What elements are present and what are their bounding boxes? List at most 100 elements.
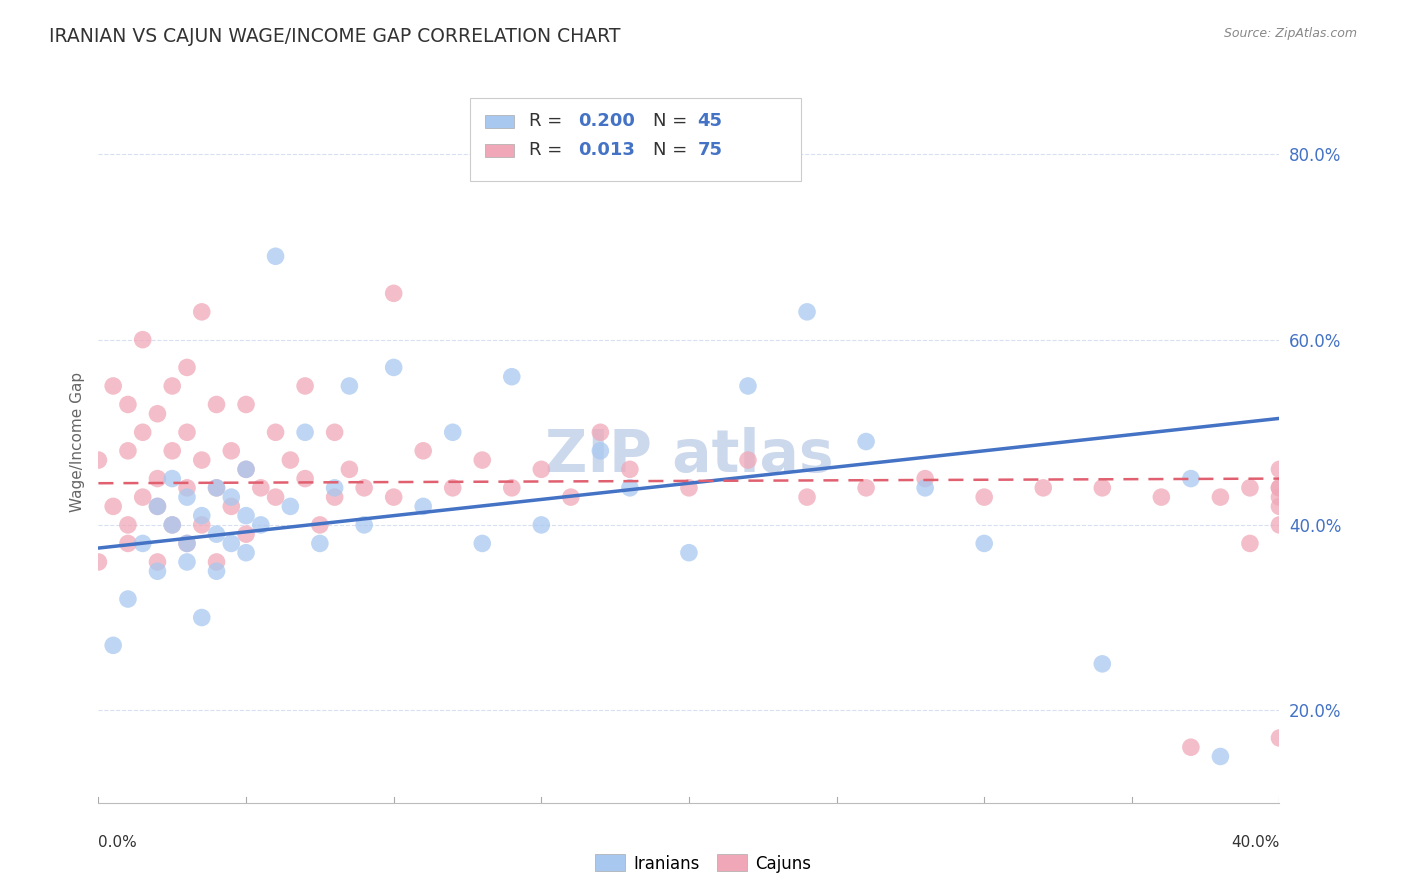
Point [221,443,243,458]
Point [589,443,612,458]
Point [382,490,405,504]
Point [501,481,523,495]
Point [132,490,155,504]
Point [1150,490,1173,504]
Point [855,481,877,495]
Point [117,443,139,458]
Text: R =: R = [529,141,568,160]
Point [1268,731,1291,745]
Point [737,379,759,393]
Point [382,286,405,301]
Point [1268,490,1291,504]
Point [441,481,464,495]
Point [191,508,214,523]
Point [560,490,582,504]
Point [176,536,198,550]
Point [1268,481,1291,495]
Point [1268,517,1291,532]
Point [309,536,332,550]
Point [1268,481,1291,495]
Point [235,508,257,523]
Point [205,397,228,411]
Point [176,536,198,550]
Point [339,462,361,476]
Point [221,500,243,514]
Point [235,546,257,560]
Point [973,490,995,504]
Y-axis label: Wage/Income Gap: Wage/Income Gap [69,371,84,512]
Point [264,490,287,504]
Point [250,481,273,495]
Point [280,500,302,514]
Point [221,536,243,550]
Point [221,490,243,504]
Point [471,453,494,467]
Point [264,425,287,440]
Point [323,425,346,440]
Point [264,249,287,263]
Point [191,610,214,624]
Point [132,333,155,347]
Point [87,453,110,467]
Point [132,425,155,440]
Point [146,407,169,421]
Point [855,434,877,449]
Point [235,397,257,411]
Point [1091,657,1114,671]
FancyBboxPatch shape [485,115,515,128]
Point [235,462,257,476]
Point [205,527,228,541]
Point [737,453,759,467]
Point [1268,462,1291,476]
Text: 40.0%: 40.0% [1232,835,1279,850]
Text: R =: R = [529,112,568,130]
Point [146,564,169,578]
Point [1239,481,1261,495]
Point [205,564,228,578]
Point [294,379,316,393]
Point [501,369,523,384]
Point [205,555,228,569]
Point [191,305,214,319]
Point [309,517,332,532]
Point [176,481,198,495]
Point [162,379,183,393]
Point [914,472,936,486]
Point [87,555,110,569]
Point [619,481,641,495]
Point [117,397,139,411]
Point [353,481,375,495]
Point [323,481,346,495]
Point [1209,490,1232,504]
Point [103,379,125,393]
Point [117,517,139,532]
Point [191,517,214,532]
Point [103,500,125,514]
Point [353,517,375,532]
Point [294,472,316,486]
Point [412,500,434,514]
Point [678,481,700,495]
Text: 0.0%: 0.0% [98,835,138,850]
Point [1032,481,1054,495]
Text: 0.200: 0.200 [578,112,636,130]
Point [1091,481,1114,495]
Point [162,472,183,486]
Point [1268,500,1291,514]
Point [176,360,198,375]
Point [1180,740,1202,755]
Point [914,481,936,495]
Point [339,379,361,393]
Point [146,472,169,486]
Text: 45: 45 [697,112,723,130]
Point [589,425,612,440]
Point [1180,472,1202,486]
Point [280,453,302,467]
Point [162,517,183,532]
Text: 75: 75 [697,141,723,160]
Point [1209,749,1232,764]
Point [132,536,155,550]
Point [162,517,183,532]
FancyBboxPatch shape [471,98,801,181]
Point [146,500,169,514]
